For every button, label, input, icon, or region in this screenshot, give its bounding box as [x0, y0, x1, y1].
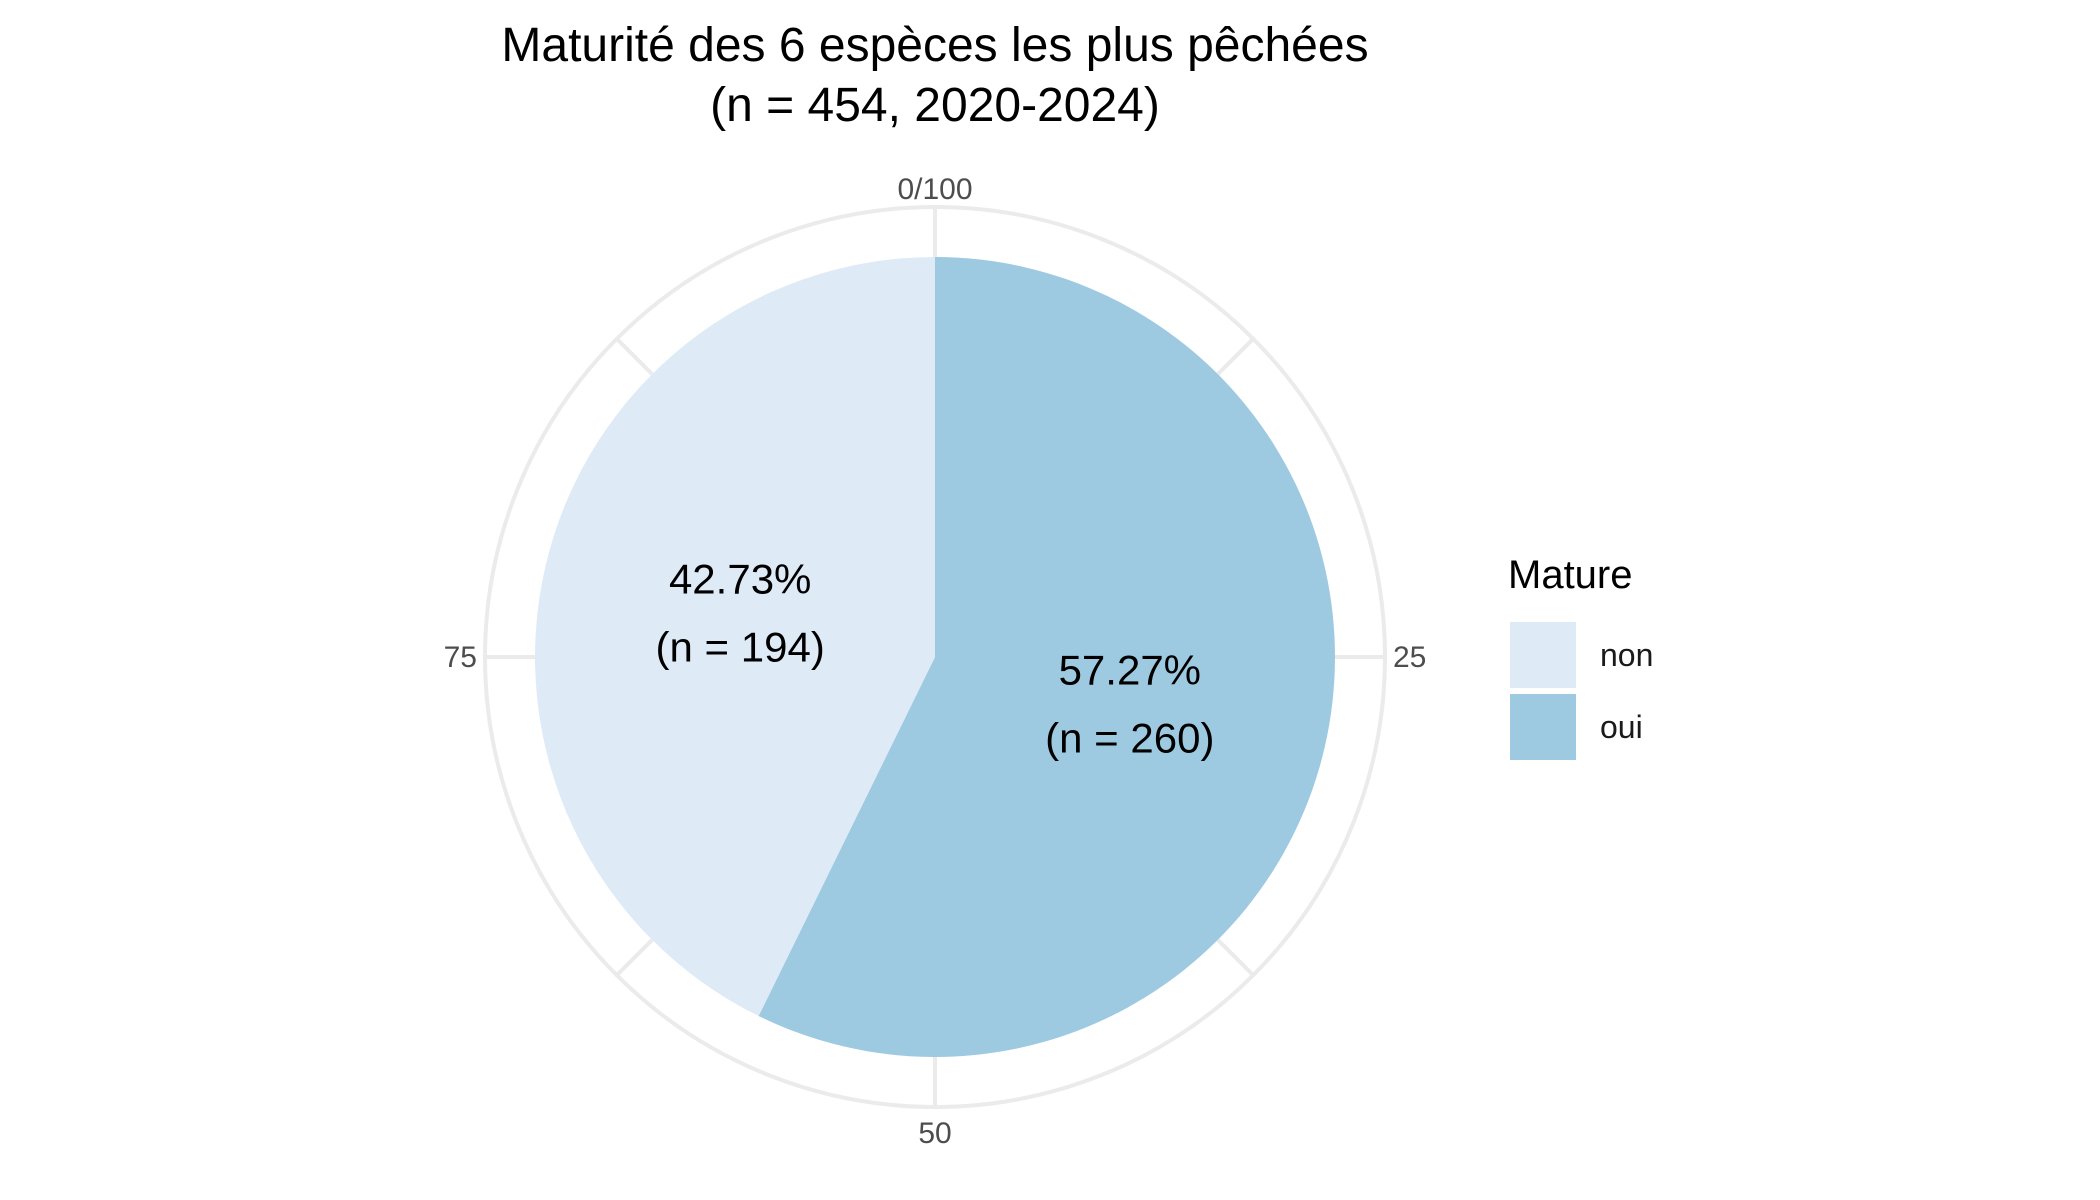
legend-label-non: non	[1600, 637, 1653, 673]
polar-grid	[483, 205, 1387, 1109]
grid-tick	[615, 337, 654, 376]
grid-tick	[1216, 337, 1255, 376]
chart-title: Maturité des 6 espèces les plus pêchées	[501, 19, 1369, 72]
slice-labels: 57.27% (n = 260) 42.73% (n = 194)	[656, 556, 1215, 762]
legend-swatch-oui	[1510, 694, 1576, 760]
pie-slice-non	[534, 257, 935, 1017]
chart-subtitle: (n = 454, 2020-2024)	[710, 79, 1160, 132]
angular-ticks: 0/100 25 50 75	[444, 173, 1427, 1150]
angular-tick-label: 0/100	[897, 173, 972, 206]
angular-tick-label: 75	[444, 641, 477, 674]
slice-percent-label: 42.73%	[669, 556, 811, 603]
pie-slice-oui	[758, 257, 1335, 1057]
pie-slices	[534, 257, 1335, 1057]
grid-tick	[615, 938, 654, 977]
slice-count-label: (n = 194)	[656, 624, 825, 671]
angular-tick-label: 50	[918, 1117, 951, 1150]
legend-swatch-non	[1510, 622, 1576, 688]
legend: Mature non oui	[1508, 553, 1653, 760]
grid-tick	[1216, 938, 1255, 977]
angular-tick-label: 25	[1393, 641, 1426, 674]
slice-percent-label: 57.27%	[1059, 646, 1201, 693]
legend-title: Mature	[1508, 553, 1633, 597]
slice-count-label: (n = 260)	[1045, 714, 1214, 761]
legend-label-oui: oui	[1600, 709, 1643, 745]
